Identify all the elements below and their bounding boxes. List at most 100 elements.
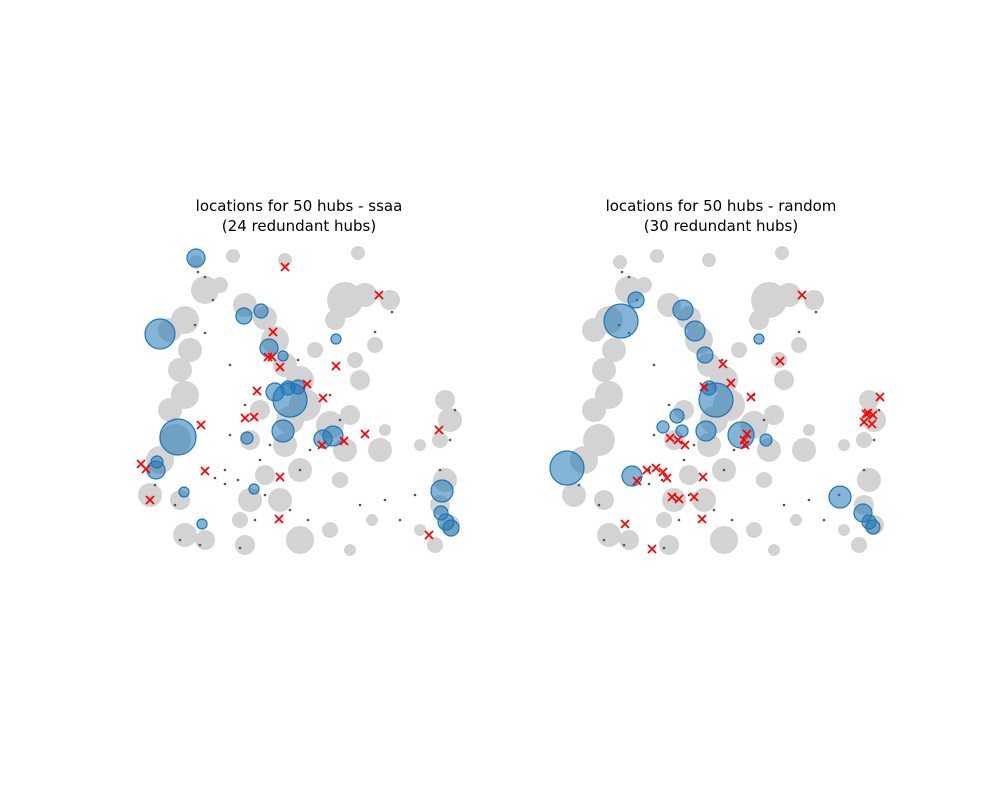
demand-point: [762, 418, 766, 422]
map-cell: [332, 472, 348, 488]
hub-marker: [146, 460, 166, 480]
map-cell: [138, 483, 162, 507]
redundant-hub-marker: [699, 382, 709, 392]
redundant-hub-markers: [136, 262, 444, 540]
demand-point: [306, 518, 310, 522]
hub-marker: [627, 291, 645, 309]
demand-point: [602, 538, 606, 542]
demand-point: [877, 408, 881, 412]
demand-point: [814, 310, 818, 314]
hub-marker: [672, 299, 694, 321]
map-cell: [764, 405, 784, 425]
hub-marker: [322, 425, 344, 447]
map-cell: [322, 522, 338, 538]
demand-point: [296, 358, 300, 362]
demand-point: [223, 468, 227, 472]
hub-marker: [695, 420, 717, 442]
panel-random: [549, 246, 886, 556]
hub-markers: [549, 291, 881, 535]
map-cell: [325, 310, 345, 330]
demand-point: [652, 433, 656, 437]
demand-point: [862, 468, 866, 472]
demand-point: [660, 478, 664, 482]
demand-point: [687, 493, 691, 497]
redundant-hub-marker: [665, 433, 675, 443]
redundant-hub-marker: [252, 386, 262, 396]
map-cell: [235, 535, 255, 555]
demand-point: [448, 438, 452, 442]
map-cell: [791, 337, 807, 353]
redundant-hub-marker: [740, 440, 750, 450]
map-cell: [379, 424, 391, 436]
map-cell: [777, 283, 801, 307]
redundant-hub-marker: [141, 464, 151, 474]
demand-point: [720, 358, 724, 362]
map-cell: [168, 358, 192, 382]
hub-marker: [753, 333, 765, 345]
map-cell: [435, 390, 455, 410]
demand-point: [662, 546, 666, 550]
redundant-hub-marker: [632, 476, 642, 486]
hub-marker: [759, 433, 773, 447]
map-cell: [749, 310, 769, 330]
map-cell: [351, 246, 365, 260]
hub-marker: [186, 248, 206, 268]
demand-point: [383, 498, 387, 502]
map-cell: [255, 465, 275, 485]
redundant-hub-marker: [867, 419, 877, 429]
hub-marker: [698, 382, 734, 418]
map-cell: [344, 544, 356, 556]
map-cell: [226, 249, 240, 263]
redundant-hub-marker: [331, 361, 341, 371]
map-cell: [173, 523, 197, 547]
hub-marker: [196, 518, 208, 530]
map-cell: [562, 483, 586, 507]
map-cell: [838, 439, 850, 451]
demand-point: [236, 478, 240, 482]
redundant-hub-marker: [667, 492, 677, 502]
map-cell: [775, 246, 789, 260]
map-cell: [597, 523, 621, 547]
redundant-hub-marker: [726, 378, 736, 388]
demand-point: [258, 458, 262, 462]
map-cell: [636, 277, 652, 293]
demand-point: [253, 518, 257, 522]
redundant-hub-marker: [647, 544, 657, 554]
demand-point: [203, 331, 207, 335]
map-cell: [659, 535, 679, 555]
redundant-hub-marker: [797, 290, 807, 300]
map-cell: [619, 530, 639, 550]
redundant-hub-marker: [360, 429, 370, 439]
hub-marker: [549, 450, 585, 486]
hub-marker: [430, 479, 454, 503]
demand-point: [288, 508, 292, 512]
demand-point: [203, 275, 207, 279]
map-cell: [307, 342, 323, 358]
redundant-hub-marker: [374, 290, 384, 300]
demand-point: [797, 330, 801, 334]
demand-point: [228, 433, 232, 437]
map-cell: [368, 438, 392, 462]
redundant-hub-marker: [268, 327, 278, 337]
demand-point: [597, 503, 601, 507]
map-cell: [602, 338, 626, 362]
redundant-hub-marker: [267, 352, 277, 362]
redundant-hub-marker: [274, 514, 284, 524]
redundant-hub-marker: [718, 359, 728, 369]
map-cell: [195, 530, 215, 550]
redundant-hub-marker: [859, 417, 869, 427]
demand-point: [308, 448, 312, 452]
demand-point: [413, 493, 417, 497]
demand-point: [298, 468, 302, 472]
map-cell: [838, 524, 850, 536]
redundant-hub-marker: [742, 429, 752, 439]
map-cell: [803, 424, 815, 436]
demand-point: [390, 310, 394, 314]
demand-point: [173, 503, 177, 507]
map-cell: [731, 342, 747, 358]
demand-point: [577, 483, 581, 487]
demand-point: [652, 363, 656, 367]
map-cell: [774, 370, 794, 390]
map-cell: [679, 465, 699, 485]
hub-marker: [684, 320, 706, 342]
